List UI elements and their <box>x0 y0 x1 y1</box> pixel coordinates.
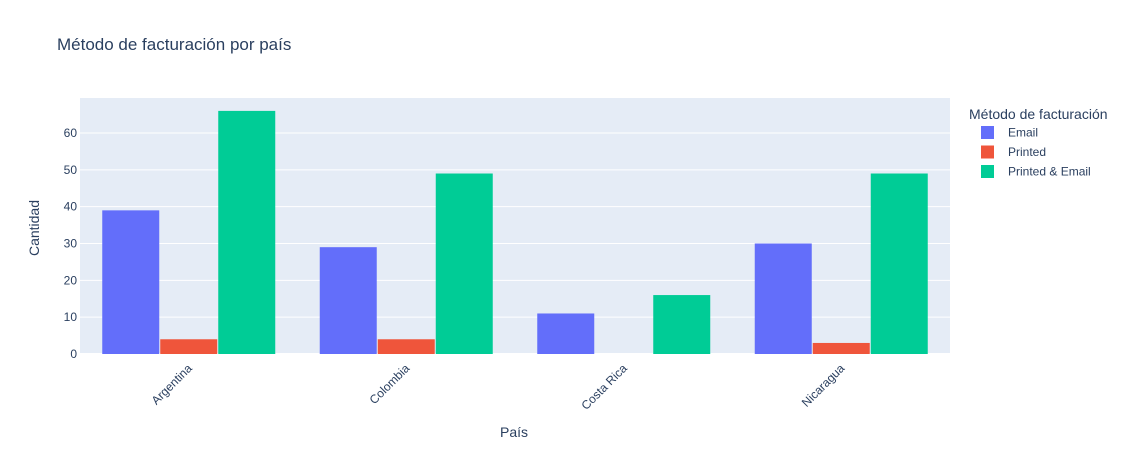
bar-printed-email-colombia[interactable] <box>435 173 493 354</box>
x-axis-ticks: Argentina Colombia Costa Rica Nicaragua <box>149 361 848 413</box>
x-tick-label: Nicaragua <box>799 361 848 410</box>
x-tick-label: Costa Rica <box>578 361 630 413</box>
x-tick-label: Argentina <box>149 361 195 407</box>
bar-printed-nicaragua[interactable] <box>812 342 870 354</box>
legend-swatch <box>981 165 994 178</box>
bar-printed-email-costa-rica[interactable] <box>653 295 711 354</box>
y-axis-ticks: 0 10 20 30 40 50 60 <box>64 126 78 361</box>
legend-label: Printed & Email <box>1008 165 1091 179</box>
y-tick-label: 30 <box>64 236 78 250</box>
x-tick-label: Colombia <box>367 361 413 407</box>
bars <box>102 110 928 354</box>
legend-item-printed-email[interactable]: Printed & Email <box>981 165 1091 179</box>
y-tick-label: 60 <box>64 126 78 140</box>
bar-printed-email-argentina[interactable] <box>218 110 276 354</box>
bar-email-nicaragua[interactable] <box>754 243 812 354</box>
bar-email-argentina[interactable] <box>102 210 160 354</box>
bar-printed-email-nicaragua[interactable] <box>870 173 928 354</box>
legend: Método de facturación Email Printed Printe… <box>969 106 1108 179</box>
x-axis-title: País <box>500 424 528 440</box>
y-tick-label: 10 <box>64 310 78 324</box>
bar-printed-argentina[interactable] <box>160 339 218 354</box>
legend-swatch <box>981 126 994 139</box>
y-tick-label: 20 <box>64 273 78 287</box>
y-tick-label: 40 <box>64 200 78 214</box>
legend-label: Printed <box>1008 145 1046 159</box>
bar-email-colombia[interactable] <box>319 247 377 354</box>
legend-item-email[interactable]: Email <box>981 126 1038 140</box>
y-tick-label: 50 <box>64 163 78 177</box>
bar-printed-colombia[interactable] <box>377 339 435 354</box>
legend-title: Método de facturación <box>969 106 1108 122</box>
chart-title: Método de facturación por país <box>57 35 291 54</box>
legend-label: Email <box>1008 126 1038 140</box>
legend-swatch <box>981 145 994 159</box>
y-axis-title: Cantidad <box>26 200 42 256</box>
legend-item-printed[interactable]: Printed <box>981 145 1046 159</box>
bar-email-costa-rica[interactable] <box>537 313 595 354</box>
plot-area <box>80 98 950 354</box>
y-tick-label: 0 <box>70 347 77 361</box>
